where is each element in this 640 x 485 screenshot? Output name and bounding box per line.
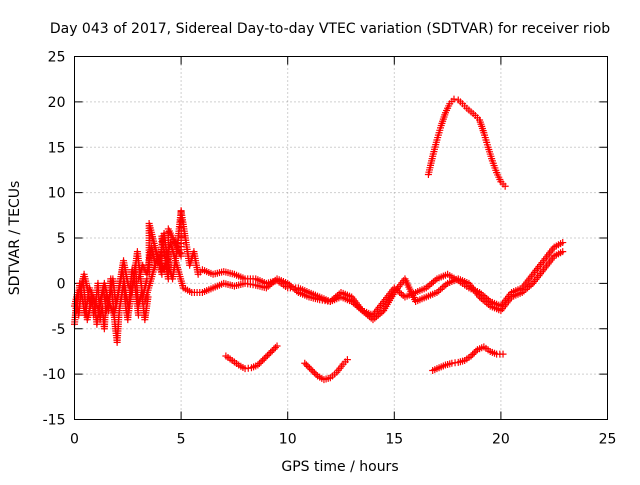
- data-point: [177, 208, 185, 216]
- series-early-spike-column: [145, 208, 185, 283]
- x-tick-label: 0: [70, 432, 79, 448]
- series-main-trace: [134, 207, 567, 319]
- data-point: [472, 347, 480, 355]
- data-point: [304, 362, 312, 370]
- data-point: [343, 356, 351, 364]
- data-point: [257, 358, 265, 366]
- y-tick-label: 5: [57, 231, 66, 247]
- y-tick-label: 15: [48, 140, 66, 156]
- data-point: [260, 355, 268, 363]
- series-dip-c: [429, 343, 507, 374]
- data-points: [71, 95, 567, 384]
- data-point: [499, 350, 507, 358]
- x-tick-label: 5: [177, 432, 186, 448]
- data-point: [255, 359, 263, 367]
- x-axis-label: GPS time / hours: [281, 459, 398, 475]
- data-point: [263, 352, 271, 360]
- y-tick-label: 10: [48, 186, 66, 202]
- series-arc-peak: [424, 95, 509, 190]
- data-point: [267, 348, 275, 356]
- data-point: [469, 350, 477, 358]
- y-tick-label: -15: [43, 413, 66, 429]
- series-secondary-trace: [141, 239, 567, 324]
- y-tick-label: -10: [43, 367, 66, 383]
- series-dip-b: [301, 356, 351, 384]
- y-tick-label: -5: [52, 322, 66, 338]
- x-tick-label: 10: [279, 432, 297, 448]
- y-axis-label: SDTVAR / TECUs: [7, 181, 23, 296]
- chart-title: Day 043 of 2017, Sidereal Day-to-day VTE…: [50, 21, 610, 37]
- y-tick-label: 20: [48, 95, 66, 111]
- tick-labels: 0 5 10 15 20 25 -15 -10 -5 0 5 10 15 20 25: [43, 50, 617, 448]
- data-point: [265, 350, 273, 358]
- plot-frame: [74, 56, 608, 420]
- data-point: [271, 344, 279, 352]
- series-noisy-early-c: [73, 248, 151, 319]
- data-point: [312, 370, 320, 378]
- data-point: [470, 349, 478, 357]
- data-point: [306, 364, 314, 372]
- data-point: [309, 367, 317, 375]
- data-point: [310, 369, 318, 377]
- data-point: [254, 361, 262, 369]
- series-dip-a: [222, 342, 281, 373]
- data-point: [134, 311, 142, 319]
- data-point: [302, 361, 310, 369]
- data-point: [301, 359, 309, 367]
- x-tick-label: 20: [492, 432, 510, 448]
- data-point: [262, 353, 270, 361]
- data-point: [307, 366, 315, 374]
- data-point: [450, 95, 458, 103]
- data-point: [559, 248, 567, 256]
- data-point: [270, 345, 278, 353]
- y-tick-label: 0: [57, 276, 66, 292]
- data-point: [501, 182, 509, 190]
- y-tick-label: 25: [48, 50, 66, 66]
- data-point: [273, 342, 281, 350]
- x-tick-label: 25: [599, 432, 617, 448]
- grid: [74, 56, 608, 420]
- data-point: [259, 356, 267, 364]
- data-point: [467, 352, 475, 360]
- data-point: [268, 347, 276, 355]
- x-tick-label: 15: [385, 432, 403, 448]
- data-point: [559, 239, 567, 247]
